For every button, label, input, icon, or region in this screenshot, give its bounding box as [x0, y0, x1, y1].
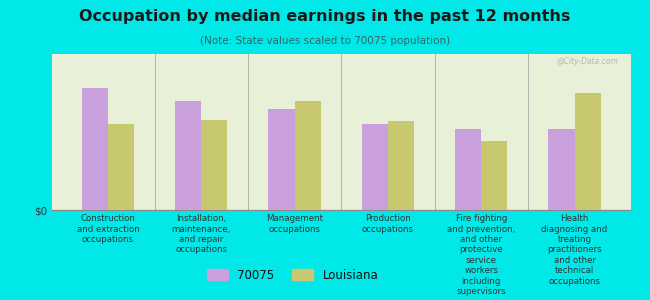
Text: @City-Data.com: @City-Data.com	[557, 57, 619, 66]
Bar	[108, 124, 134, 210]
Bar	[549, 129, 575, 210]
Bar	[481, 141, 508, 210]
Bar	[362, 124, 388, 210]
Text: (Note: State values scaled to 70075 population): (Note: State values scaled to 70075 popu…	[200, 36, 450, 46]
Bar	[175, 101, 202, 210]
Bar	[388, 121, 414, 210]
Text: Occupation by median earnings in the past 12 months: Occupation by median earnings in the pas…	[79, 9, 571, 24]
Bar	[82, 88, 108, 210]
Bar	[294, 101, 320, 210]
Bar	[202, 119, 228, 210]
Bar	[575, 93, 601, 210]
Bar	[268, 109, 294, 210]
Bar	[455, 129, 481, 210]
Legend: 70075, Louisiana: 70075, Louisiana	[203, 265, 382, 285]
